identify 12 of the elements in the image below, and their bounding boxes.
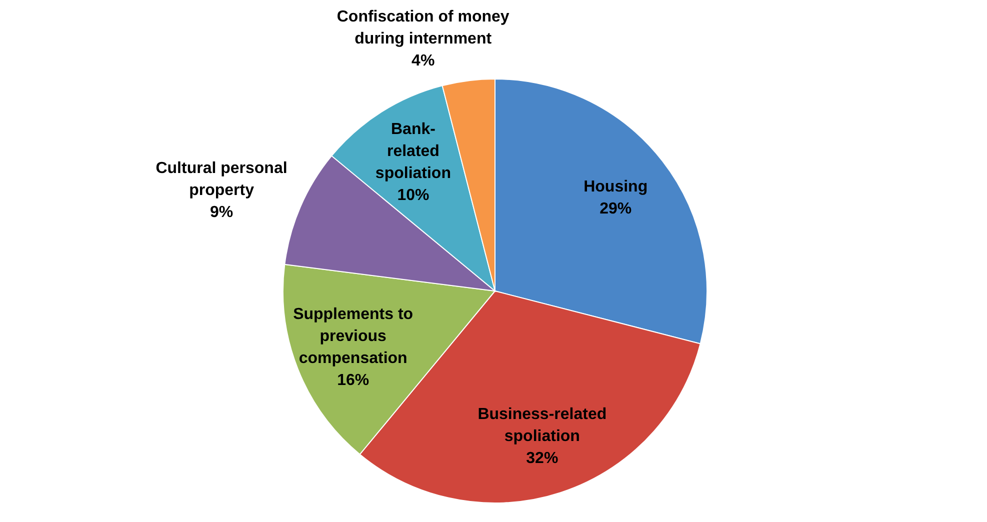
data-label: 9%	[210, 203, 234, 220]
slice-label: Housing	[584, 178, 648, 195]
slice-label: Supplements to previous compensation	[293, 306, 414, 367]
slice-label: Bank-related spoliation	[375, 120, 451, 182]
data-label: 29%	[600, 200, 632, 217]
slice-label: Cultural personal property	[156, 159, 288, 198]
slice-label: Confiscation of money during internment	[336, 8, 510, 48]
data-label: 10%	[397, 186, 430, 204]
slice-label: Business-related spoliation	[478, 406, 607, 445]
data-label: 16%	[337, 372, 370, 389]
data-label: 4%	[412, 52, 435, 70]
data-label: 32%	[526, 450, 558, 467]
